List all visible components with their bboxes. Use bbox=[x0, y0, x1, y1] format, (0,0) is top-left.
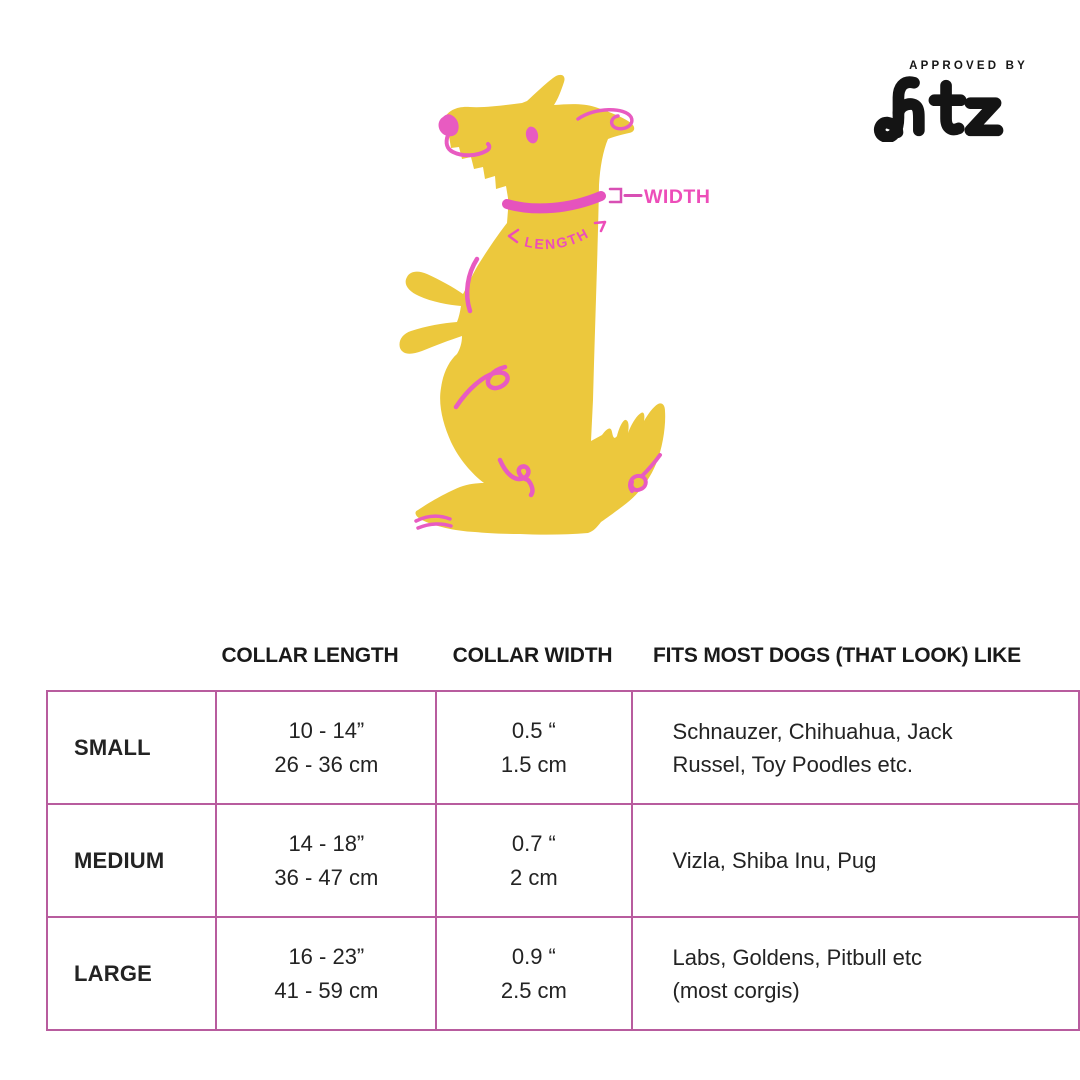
table-row-medium: MEDIUM 14 - 18” 36 - 47 cm 0.7 “ 2 cm Vi… bbox=[45, 803, 1080, 918]
length-cell: 14 - 18” 36 - 47 cm bbox=[215, 803, 438, 918]
dog-body-silhouette bbox=[399, 74, 666, 535]
fits-cell: Labs, Goldens, Pitbull etc (most corgis) bbox=[630, 916, 1080, 1031]
width-cell: 0.9 “ 2.5 cm bbox=[435, 916, 633, 1031]
belly-squiggle bbox=[497, 457, 535, 498]
length-arrow-left-icon bbox=[507, 228, 520, 244]
length-arrow-right-icon bbox=[593, 220, 607, 233]
table-row-large: LARGE 16 - 23” 41 - 59 cm 0.9 “ 2.5 cm L… bbox=[45, 916, 1080, 1031]
fits-cell: Vizla, Shiba Inu, Pug bbox=[630, 803, 1080, 918]
ear-squiggle bbox=[576, 108, 634, 131]
shoulder-squiggle bbox=[464, 256, 480, 314]
size-cell: SMALL bbox=[45, 690, 218, 805]
approved-by-label: APPROVED BY bbox=[909, 60, 1028, 72]
length-cell: 10 - 14” 26 - 36 cm bbox=[215, 690, 438, 805]
brand-wordmark bbox=[873, 76, 1004, 142]
table-row-small: SMALL 10 - 14” 26 - 36 cm 0.5 “ 1.5 cm S… bbox=[45, 690, 1080, 805]
dog-nose bbox=[438, 114, 459, 137]
width-label: WIDTH bbox=[644, 186, 710, 208]
width-bracket-icon bbox=[608, 187, 623, 204]
logo-z-glyph bbox=[964, 97, 1004, 137]
width-cell: 0.5 “ 1.5 cm bbox=[435, 690, 633, 805]
logo-t-glyph bbox=[928, 79, 967, 136]
tail-squiggle bbox=[628, 453, 662, 493]
chest-squiggle bbox=[453, 364, 510, 410]
column-header-fits-most-dogs: FITS MOST DOGS (THAT LOOK) LIKE bbox=[653, 644, 1021, 667]
fits-cell: Schnauzer, Chihuahua, Jack Russel, Toy P… bbox=[630, 690, 1080, 805]
dog-eye bbox=[525, 126, 539, 144]
width-cell: 0.7 “ 2 cm bbox=[435, 803, 633, 918]
size-table: SMALL 10 - 14” 26 - 36 cm 0.5 “ 1.5 cm S… bbox=[45, 690, 1080, 1031]
column-header-collar-width: COLLAR WIDTH bbox=[452, 644, 613, 667]
column-header-collar-length: COLLAR LENGTH bbox=[221, 644, 399, 667]
dog-illustration: LENGTH WIDTH bbox=[399, 74, 710, 535]
size-cell: LARGE bbox=[45, 916, 218, 1031]
collar-band bbox=[502, 191, 606, 214]
logo-arch-glyph bbox=[892, 98, 925, 137]
brand-block: APPROVED BY bbox=[868, 60, 1028, 142]
size-cell: MEDIUM bbox=[45, 803, 218, 918]
length-cell: 16 - 23” 41 - 59 cm bbox=[215, 916, 438, 1031]
foot-lines bbox=[414, 514, 453, 530]
logo-f-glyph bbox=[873, 76, 920, 142]
dog-mouth-line bbox=[444, 133, 492, 158]
